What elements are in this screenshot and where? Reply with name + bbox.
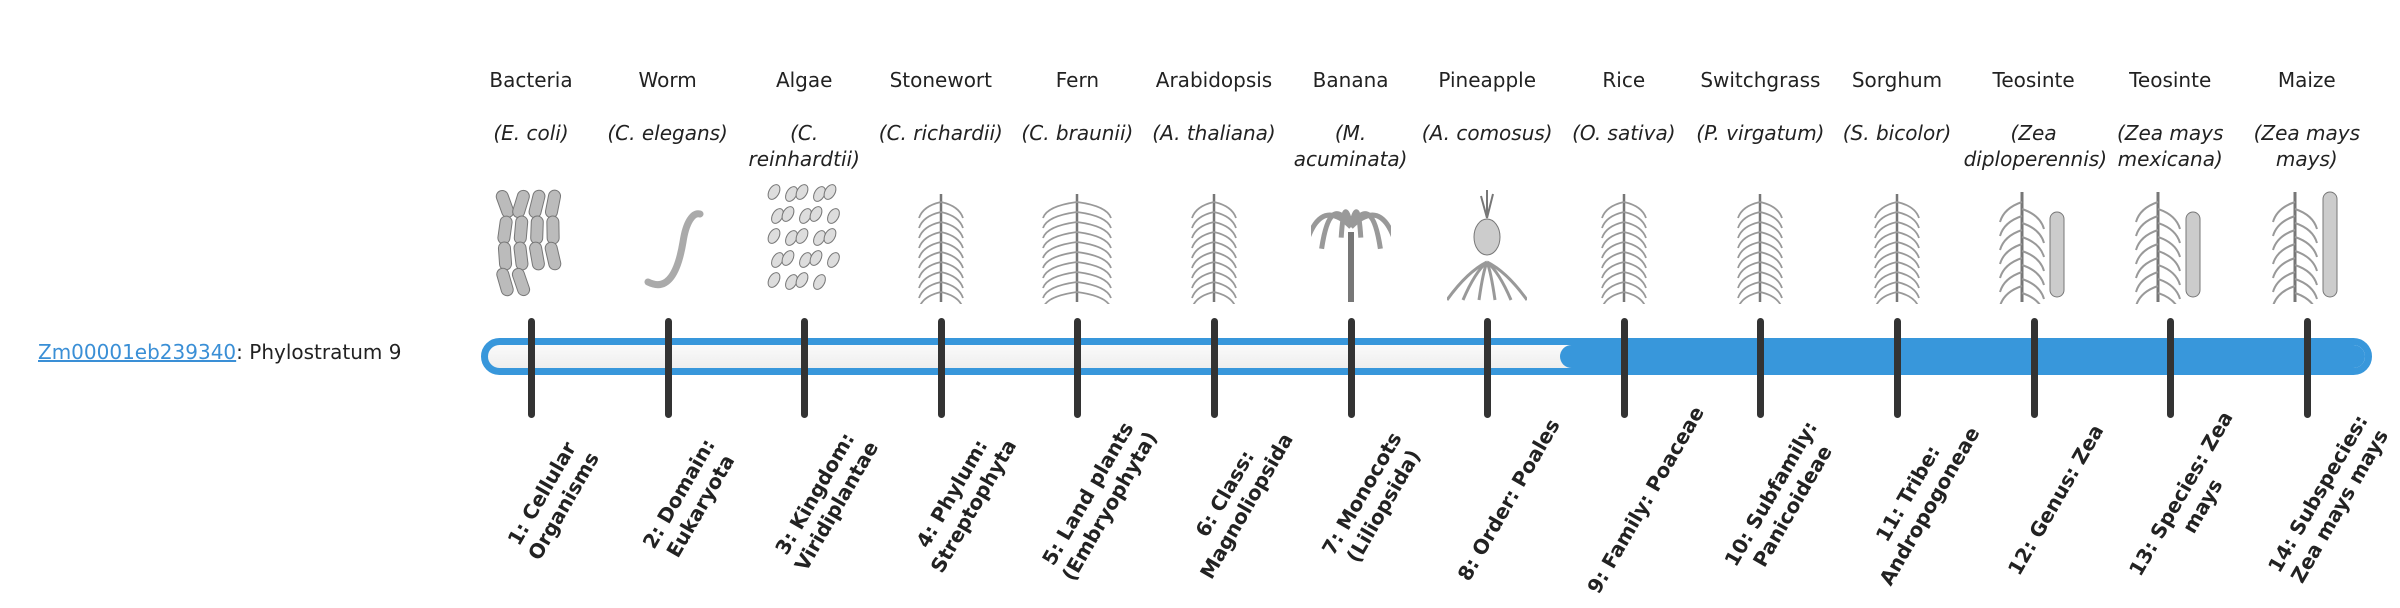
gene-link[interactable]: Zm00001eb239340 [38, 340, 237, 364]
stratum-label: 13: Species: Zea mays [2124, 407, 2238, 580]
stratum-label: 8: Order: Poales [1452, 414, 1565, 585]
organism-species: (C. braunii) [1021, 121, 1134, 145]
stratum-tick [1484, 318, 1492, 418]
fern-icon [1042, 194, 1113, 304]
stratum-label: 4: Phylum: Streptophyta [910, 435, 1021, 577]
stratum-tick [2167, 318, 2175, 418]
stratum-label: 7: Monocots (Liliopsida) [1316, 427, 1425, 567]
organism-name: Bacteria [489, 68, 573, 92]
stratum-tick [1211, 318, 1218, 418]
organism-name: Worm [638, 68, 697, 92]
organism-column: Banana (M. acuminata) [1281, 66, 1421, 304]
organism-column: Pineapple (A. comosus) [1417, 66, 1557, 304]
organism-name: Teosinte [1992, 68, 2075, 92]
sorghum-icon [1874, 194, 1920, 304]
stratum-label: 10: Subfamily: Panicoideae [1719, 416, 1838, 571]
stratum-tick [1347, 318, 1355, 418]
teosinte-icon [1998, 192, 2065, 304]
organism-column: Arabidopsis (A. thaliana) [1144, 66, 1284, 304]
teosinte-icon [2135, 192, 2201, 304]
stratum-label: 11: Tribe: Andropogoneae [1870, 422, 1985, 590]
stonewort-icon [917, 194, 964, 304]
organism-name: Arabidopsis [1155, 68, 1273, 92]
stratum-tick [1074, 318, 1082, 418]
organism-species: (M. acuminata) [1293, 121, 1408, 171]
organism-column: Algae (C. reinhardtii) [734, 66, 874, 304]
organism-name: Maize [2277, 68, 2336, 92]
switchgrass-icon [1737, 194, 1784, 304]
stratum-label: 12: Genus: Zea [2002, 420, 2108, 580]
organism-column: Worm (C. elegans) [598, 66, 738, 304]
phylostratum-bar [481, 338, 2372, 375]
organism-species: (Zea mays mexicana) [2116, 121, 2224, 171]
stratum-tick [2030, 318, 2038, 418]
stratum-label: 1: Cellular Organisms [502, 437, 604, 565]
organism-species: (A. comosus) [1421, 121, 1553, 145]
organism-name: Switchgrass [1700, 68, 1821, 92]
organism-column: Maize (Zea mays mays) [2237, 66, 2377, 304]
organism-species: (O. sativa) [1572, 121, 1676, 145]
pineapple-icon [1447, 190, 1528, 301]
algae-icon [767, 184, 841, 290]
rice-icon [1600, 194, 1647, 304]
stratum-label: 3: Kingdom: Viridiplantae [770, 428, 884, 575]
arabidopsis-icon [1191, 194, 1237, 304]
phylostratum-text: : Phylostratum 9 [236, 340, 402, 364]
organism-name: Pineapple [1438, 68, 1537, 92]
organism-column: Stonewort (C. richardii) [871, 66, 1011, 304]
organism-name: Teosinte [2129, 68, 2212, 92]
organism-column: Rice (O. sativa) [1554, 66, 1694, 304]
organism-species: (Zea mays mays) [2253, 121, 2360, 171]
organism-species: (A. thaliana) [1152, 121, 1276, 145]
stratum-label: 9: Family: Poaceae [1582, 402, 1709, 598]
organism-species: (Zea diploperennis) [1963, 121, 2107, 171]
organism-name: Fern [1055, 68, 1100, 92]
maize-icon [2271, 191, 2338, 304]
stratum-label: 5: Land plants (Embryophyta) [1037, 417, 1163, 585]
gene-label: Zm00001eb239340: Phylostratum 9 [38, 340, 401, 364]
organism-name: Stonewort [889, 68, 992, 92]
stratum-tick [1894, 318, 1901, 418]
organism-column: Bacteria (E. coli) [461, 66, 601, 304]
worm-icon [644, 210, 704, 288]
organism-column: Teosinte (Zea mays mexicana) [2100, 66, 2240, 304]
organism-column: Switchgrass (P. virgatum) [1690, 66, 1830, 304]
organism-name: Banana [1312, 68, 1389, 92]
stratum-tick [937, 318, 945, 418]
stratum-tick [528, 318, 535, 418]
organism-species: (P. virgatum) [1696, 121, 1825, 145]
bacteria-icon [495, 189, 562, 297]
stratum-tick [1620, 318, 1628, 418]
organism-species: (S. bicolor) [1842, 121, 1952, 145]
stratum-label: 2: Domain: Eukaryota [637, 434, 739, 562]
stratum-tick [801, 318, 809, 418]
banana-icon [1310, 209, 1391, 302]
organism-column: Sorghum (S. bicolor) [1827, 66, 1967, 304]
stratum-tick [1757, 318, 1765, 418]
organism-species: (C. richardii) [878, 121, 1003, 145]
organism-name: Sorghum [1851, 68, 1943, 92]
organism-species: (C. reinhardtii) [748, 121, 860, 171]
organism-species: (C. elegans) [607, 121, 728, 145]
stratum-tick [664, 318, 672, 418]
organism-column: Fern (C. braunii) [1007, 66, 1147, 304]
organism-column: Teosinte (Zea diploperennis) [1963, 66, 2107, 304]
stratum-label: 6: Class: Magnoliopsida [1190, 428, 1298, 584]
phylostratum-fill [1559, 345, 2365, 368]
organism-name: Algae [775, 68, 833, 92]
organism-name: Rice [1602, 68, 1646, 92]
organism-species: (E. coli) [493, 121, 569, 145]
stratum-label: 14: Subspecies: Zea mays mays [2262, 410, 2393, 587]
stratum-tick [2303, 318, 2311, 418]
